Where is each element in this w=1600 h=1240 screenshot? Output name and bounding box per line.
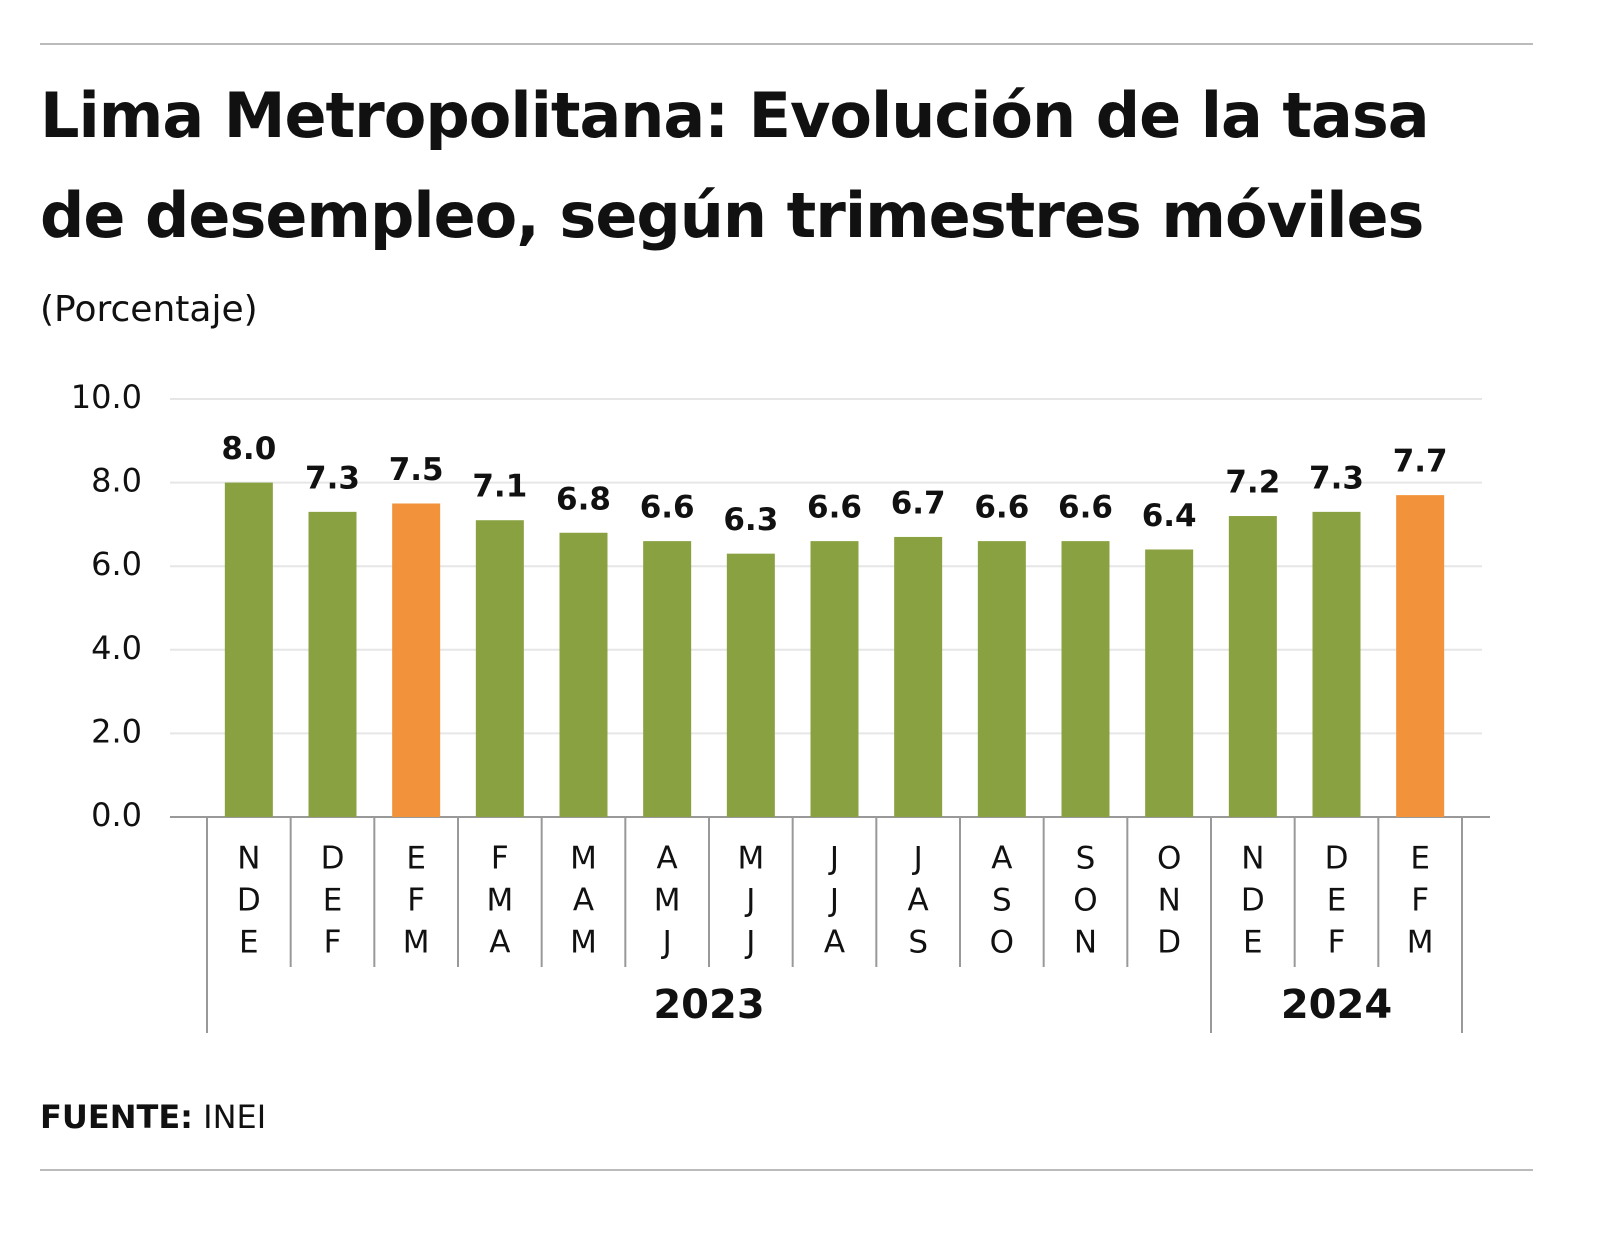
- x-tick-label: A: [489, 925, 510, 961]
- bar: [224, 482, 273, 817]
- x-tick-label: J: [744, 883, 755, 919]
- x-tick-label: E: [1243, 925, 1263, 961]
- x-tick-label: D: [321, 841, 345, 877]
- x-tick-label: N: [1074, 925, 1097, 961]
- x-tick-label: O: [990, 925, 1014, 961]
- value-label: 7.2: [1225, 465, 1280, 501]
- value-label: 7.3: [305, 460, 360, 496]
- x-tick-label: O: [1157, 841, 1181, 877]
- value-label: 8.0: [221, 431, 276, 467]
- year-label: 2024: [1281, 982, 1392, 1028]
- y-tick-label: 2.0: [91, 712, 142, 750]
- y-tick-label: 10.0: [71, 378, 142, 416]
- x-tick-label: F: [324, 925, 342, 961]
- value-label: 6.6: [1058, 490, 1113, 526]
- bar: [726, 553, 775, 817]
- value-label: 6.8: [556, 481, 611, 517]
- x-tick-label: N: [237, 841, 260, 877]
- x-tick-label: F: [1411, 883, 1429, 919]
- y-tick-label: 4.0: [91, 629, 142, 667]
- bar: [1228, 516, 1277, 817]
- x-tick-label: E: [323, 883, 343, 919]
- x-tick-label: S: [1076, 841, 1096, 877]
- x-tick-label: J: [828, 841, 839, 877]
- value-label: 6.6: [807, 490, 862, 526]
- x-tick-label: A: [991, 841, 1012, 877]
- x-tick-label: A: [908, 883, 929, 919]
- x-tick-label: D: [237, 883, 261, 919]
- y-tick-label: 8.0: [91, 462, 142, 500]
- x-tick-label: M: [570, 925, 597, 961]
- chart-title: Lima Metropolitana: Evolución de la tasa: [40, 79, 1429, 152]
- x-tick-label: O: [1073, 883, 1097, 919]
- bar: [1061, 541, 1110, 817]
- x-tick-label: F: [491, 841, 509, 877]
- bar: [1312, 511, 1361, 817]
- chart-title: de desempleo, según trimestres móviles: [40, 179, 1423, 252]
- bar: [1145, 549, 1194, 817]
- x-tick-label: E: [239, 925, 259, 961]
- bar: [977, 541, 1026, 817]
- x-tick-label: D: [1325, 841, 1349, 877]
- value-label: 7.1: [472, 469, 527, 505]
- value-label: 6.7: [891, 485, 946, 521]
- x-tick-label: D: [1241, 883, 1265, 919]
- x-tick-label: J: [744, 925, 755, 961]
- x-tick-label: M: [403, 925, 430, 961]
- bar: [559, 532, 608, 817]
- x-tick-label: E: [406, 841, 426, 877]
- chart-subtitle: (Porcentaje): [40, 289, 258, 330]
- bar: [1396, 495, 1445, 817]
- bar: [894, 536, 943, 817]
- source-text: INEI: [203, 1098, 266, 1136]
- x-tick-label: F: [1328, 925, 1346, 961]
- x-tick-label: E: [1327, 883, 1347, 919]
- y-tick-label: 6.0: [91, 545, 142, 583]
- x-tick-label: A: [573, 883, 594, 919]
- x-tick-label: A: [657, 841, 678, 877]
- value-label: 7.3: [1309, 460, 1364, 496]
- value-label: 6.4: [1142, 498, 1197, 534]
- source: FUENTE: INEI: [40, 1098, 266, 1136]
- x-tick-label: E: [1410, 841, 1430, 877]
- value-label: 6.3: [723, 502, 778, 538]
- bar: [810, 541, 859, 817]
- value-label: 6.6: [974, 490, 1029, 526]
- x-tick-label: N: [1241, 841, 1264, 877]
- source-label: FUENTE:: [40, 1098, 193, 1136]
- x-tick-label: S: [908, 925, 928, 961]
- bar: [308, 511, 357, 817]
- x-tick-label: J: [912, 841, 923, 877]
- value-label: 6.6: [640, 490, 695, 526]
- x-tick-label: M: [486, 883, 513, 919]
- x-tick-label: N: [1158, 883, 1181, 919]
- x-tick-label: A: [824, 925, 845, 961]
- x-tick-label: D: [1157, 925, 1181, 961]
- x-tick-label: S: [992, 883, 1012, 919]
- value-label: 7.5: [389, 452, 444, 488]
- x-tick-label: J: [828, 883, 839, 919]
- x-tick-label: M: [737, 841, 764, 877]
- bar: [643, 541, 692, 817]
- x-tick-label: M: [570, 841, 597, 877]
- x-tick-label: F: [407, 883, 425, 919]
- bar: [475, 520, 524, 817]
- x-tick-label: M: [1407, 925, 1434, 961]
- year-label: 2023: [653, 982, 764, 1028]
- value-label: 7.7: [1393, 444, 1448, 480]
- y-tick-label: 0.0: [91, 796, 142, 834]
- x-tick-label: J: [661, 925, 672, 961]
- bar: [392, 503, 441, 817]
- x-tick-label: M: [654, 883, 681, 919]
